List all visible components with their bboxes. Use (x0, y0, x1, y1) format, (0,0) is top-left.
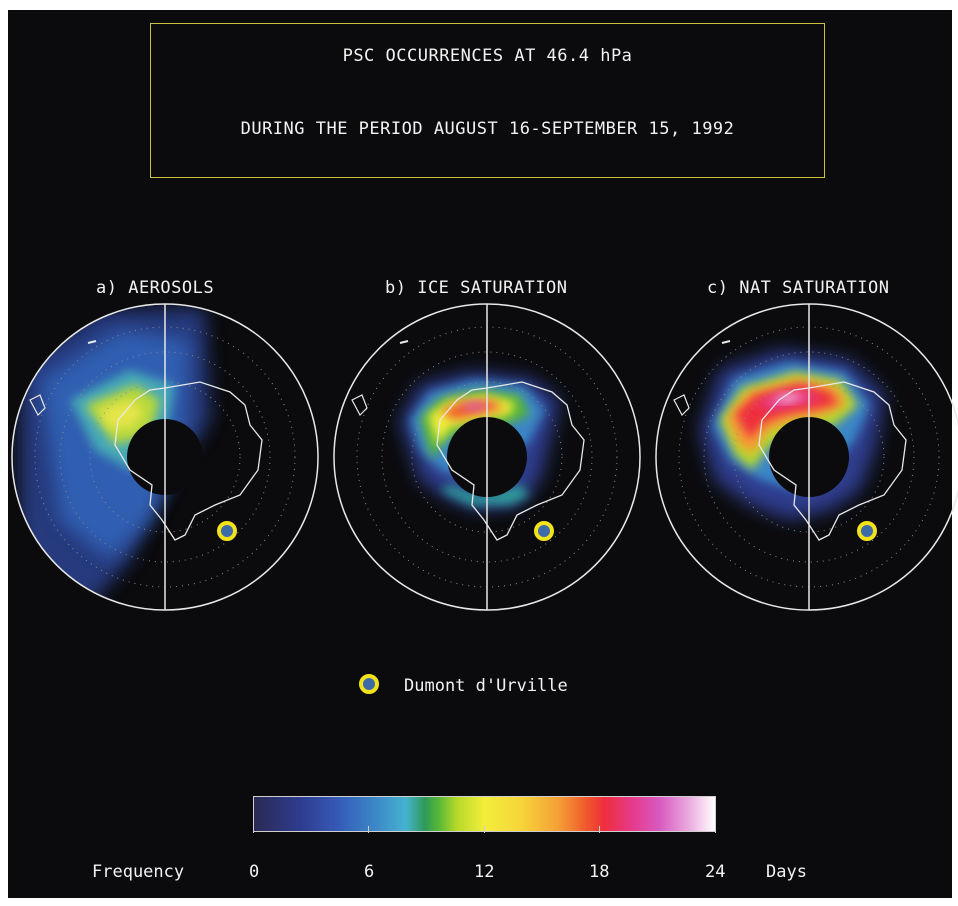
island-mark (721, 340, 731, 344)
title-box: PSC OCCURRENCES AT 46.4 hPa DURING THE P… (150, 23, 825, 178)
legend-dumont-durville: Dumont d'Urville (404, 674, 568, 698)
map-panel-nat-saturation (655, 303, 958, 611)
panel-label-ice-saturation: b) ICE SATURATION (385, 278, 568, 298)
latitude-circle (59, 351, 271, 563)
panel-label-aerosols: a) AEROSOLS (96, 278, 215, 298)
dumont-durville-marker (217, 521, 237, 541)
legend-marker-label: Dumont d'Urville (404, 676, 568, 696)
antarctica-coastline (758, 381, 907, 541)
panel-label-nat-saturation: c) NAT SATURATION (707, 278, 890, 298)
antarctica-coastline (114, 381, 263, 541)
legend-marker-icon (359, 674, 379, 694)
latitude-circle (703, 351, 915, 563)
map-panel-ice-saturation (333, 303, 641, 611)
colorbar-tick (484, 826, 485, 833)
colorbar-title: Frequency (92, 862, 185, 882)
antarctica-coastline (436, 381, 585, 541)
island-mark (87, 340, 97, 344)
colorbar-tick-label: 24 (705, 862, 726, 882)
colorbar-tick (253, 826, 254, 833)
title-line-2: DURING THE PERIOD AUGUST 16-SEPTEMBER 15… (240, 119, 735, 139)
latitude-circle (733, 381, 885, 533)
coastline-fragment (351, 394, 368, 416)
colorbar-unit: Days (766, 862, 807, 882)
dumont-durville-marker (857, 521, 877, 541)
latitude-circle (89, 381, 241, 533)
coastline-fragment (29, 394, 46, 416)
latitude-circle (381, 351, 593, 563)
colorbar-tick-label: 6 (364, 862, 375, 882)
map-panel-aerosols (11, 303, 319, 611)
colorbar-tick-label: 12 (474, 862, 495, 882)
colorbar-tick-label: 0 (249, 862, 260, 882)
colorbar-tick (368, 826, 369, 833)
dumont-durville-marker (534, 521, 554, 541)
title-line-1: PSC OCCURRENCES AT 46.4 hPa (342, 46, 633, 66)
colorbar-tick (599, 826, 600, 833)
latitude-circle (411, 381, 563, 533)
coastline-fragment (673, 394, 690, 416)
colorbar-tick-label: 18 (589, 862, 610, 882)
island-mark (399, 340, 409, 344)
colorbar-tick (715, 826, 716, 833)
